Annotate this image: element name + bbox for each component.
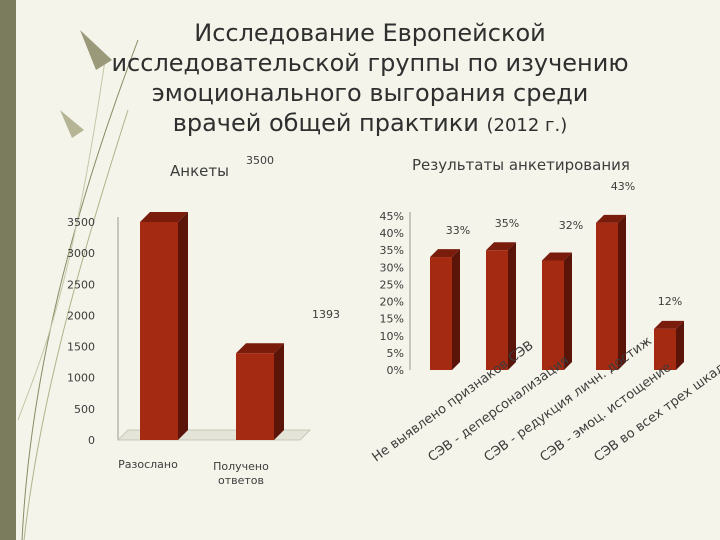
chart2-y-tick: 0% [387,364,404,377]
chart2-data-label: 33% [446,224,470,237]
chart1-y-tick: 1000 [67,372,95,385]
chart2-data-label: 32% [559,219,583,232]
chart2-y-tick: 15% [380,313,404,326]
chart2-y-tick: 30% [380,261,404,274]
chart1-y-tick: 500 [74,403,95,416]
slide-title: Исследование Европейской исследовательск… [110,18,630,141]
decorative-lines [17,30,139,540]
chart2-group: 0% 5% 10% 15% 20% 25% 30% 35% 40% 45% 33% 35% 32% 43%… [370,180,720,465]
chart1-category-label: Получено [213,460,269,473]
chart2-y-tick: 45% [380,210,404,223]
chart2-y-tick: 40% [380,227,404,240]
chart2-bar-1 [486,242,516,370]
chart1-y-tick: 2500 [67,278,95,291]
chart1-y-tick: 3500 [67,216,95,229]
chart1-category-label: Разослано [118,458,178,471]
chart2-bar-2 [542,252,572,370]
chart2-y-tick: 20% [380,296,404,309]
chart2-data-label: 35% [495,217,519,230]
chart2-bar-0 [430,249,460,370]
chart2-bar-3 [596,214,626,370]
left-decor-band [0,0,16,540]
chart1-category-label: ответов [218,474,264,487]
slide-title-year: (2012 г.) [486,115,568,136]
chart1-y-tick: 3000 [67,247,95,260]
chart2-y-tick: 25% [380,278,404,291]
chart2-y-tick: 10% [380,330,404,343]
chart2-data-label: 12% [658,295,682,308]
chart1-y-tick: 2000 [67,309,95,322]
chart2-title: Результаты анкетирования [412,156,630,174]
chart1-bar-1 [236,343,284,440]
chart2-y-tick: 35% [380,244,404,257]
chart1-group: 0 500 1000 1500 2000 2500 3000 3500 3500 1393 Разо… [67,154,340,487]
chart1-data-label: 1393 [312,308,340,321]
chart2-y-tick: 5% [387,347,404,360]
chart1-data-label: 3500 [246,154,274,167]
slide-title-text: Исследование Европейской исследовательск… [111,19,629,137]
chart1-title: Анкеты [170,162,229,180]
chart2-data-label: 43% [611,180,635,193]
chart2-bar-4 [654,320,684,370]
chart1-bar-0 [140,212,188,440]
chart1-y-tick: 0 [88,434,95,447]
chart1-y-tick: 1500 [67,341,95,354]
